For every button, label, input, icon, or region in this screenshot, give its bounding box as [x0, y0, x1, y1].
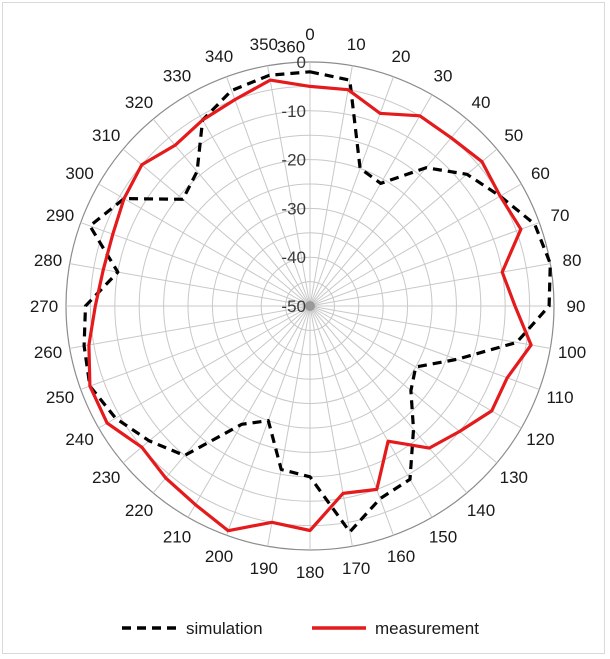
grid-spoke [69, 305, 311, 349]
angle-tick-label: 350 [250, 35, 278, 54]
angle-tick-label: 80 [563, 251, 582, 270]
legend-measurement-label: measurement [375, 619, 479, 638]
grid-spoke [309, 118, 468, 307]
grid-spoke [309, 305, 433, 518]
angle-tick-label: 340 [205, 47, 233, 66]
angle-tick-label: 120 [526, 430, 554, 449]
grid-spoke [267, 305, 311, 547]
angle-tick-label: 60 [531, 164, 550, 183]
series-measurement-line [87, 78, 533, 533]
angle-tick-label: 140 [467, 501, 495, 520]
angle-tick-label: 210 [163, 527, 191, 546]
radial-tick-label: -40 [281, 248, 306, 267]
tick-labels: 0 10 20 30 40 50 60 70 80 90 100 110 120 130 140 150 160… [30, 25, 586, 582]
grid-spoke [309, 65, 353, 307]
angle-tick-label: 150 [429, 527, 457, 546]
grid-spoke [309, 94, 433, 307]
polar-center [305, 301, 315, 311]
grid-spoke [187, 94, 311, 307]
angle-tick-label: 70 [551, 206, 570, 225]
angle-tick-label: 270 [30, 297, 58, 316]
grid-spoke [226, 76, 311, 307]
angle-tick-label: 40 [472, 93, 491, 112]
grid-spoke [98, 305, 311, 429]
radial-tick-label: 0 [297, 53, 306, 72]
grid-spoke [309, 305, 468, 494]
angle-tick-label: 260 [34, 343, 62, 362]
grid-spoke [309, 305, 522, 429]
grid-spoke [309, 305, 353, 547]
grid-spoke [309, 263, 551, 307]
angle-tick-label: 320 [125, 93, 153, 112]
angle-tick-label: 250 [46, 388, 74, 407]
angle-tick-label: 90 [567, 297, 586, 316]
radial-tick-label: -30 [281, 199, 306, 218]
grid-spoke [309, 183, 522, 307]
grid-spoke [309, 305, 498, 464]
angle-tick-label: 180 [296, 563, 324, 582]
series-layer [82, 70, 552, 534]
angle-tick-label: 110 [546, 388, 573, 407]
angle-tick-label: 360 [277, 38, 305, 57]
angle-tick-label: 170 [342, 559, 370, 578]
angle-tick-label: 290 [46, 206, 74, 225]
grid-spoke [187, 305, 311, 518]
legend: simulation measurement [122, 619, 479, 638]
angle-tick-label: 0 [305, 25, 314, 44]
angle-tick-label: 220 [125, 501, 153, 520]
angle-tick-label: 200 [205, 547, 233, 566]
grid-spoke [309, 222, 540, 307]
grid-spoke [152, 118, 311, 307]
grid-spoke [309, 305, 540, 390]
radial-tick-label: -10 [281, 102, 306, 121]
angle-tick-label: 130 [500, 468, 528, 487]
angle-tick-label: 50 [504, 126, 523, 145]
grid-spoke [80, 305, 311, 390]
grid-spoke [309, 305, 551, 349]
angle-tick-label: 100 [558, 343, 586, 362]
angle-tick-label: 280 [34, 251, 62, 270]
angle-tick-label: 160 [387, 547, 415, 566]
grid-spoke [98, 183, 311, 307]
angle-tick-label: 190 [250, 559, 278, 578]
radial-tick-label: -50 [281, 297, 306, 316]
angle-tick-label: 330 [163, 67, 191, 86]
grid-spoke [267, 65, 311, 307]
angle-tick-label: 30 [434, 67, 453, 86]
legend-simulation-label: simulation [186, 619, 263, 638]
series-simulation-line [82, 70, 552, 534]
angle-tick-label: 300 [65, 164, 93, 183]
grid-spoke [122, 148, 311, 307]
grid-spoke [152, 305, 311, 494]
radial-tick-label: -20 [281, 151, 306, 170]
grid-spoke [309, 305, 394, 536]
grid-spoke [122, 305, 311, 464]
angle-tick-label: 240 [65, 430, 93, 449]
grid-spoke [80, 222, 311, 307]
angle-tick-label: 10 [347, 35, 366, 54]
angle-tick-label: 310 [92, 126, 120, 145]
angle-tick-label: 20 [392, 47, 411, 66]
angle-tick-label: 230 [92, 468, 120, 487]
grid-spoke [309, 76, 394, 307]
grid-spoke [69, 263, 311, 307]
